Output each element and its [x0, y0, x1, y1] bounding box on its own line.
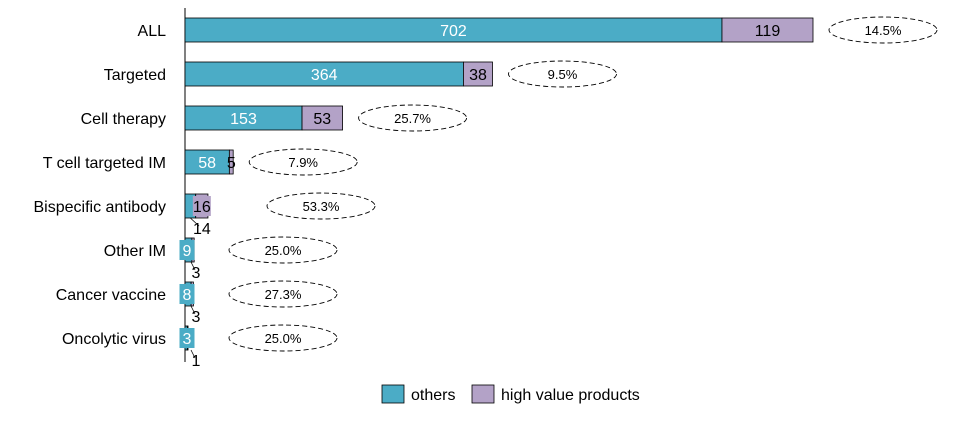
- category-label: Oncolytic virus: [62, 331, 166, 348]
- value-label-bg-others: [179, 284, 195, 304]
- percent-label: 27.3%: [265, 287, 302, 302]
- category-label: Other IM: [104, 243, 166, 260]
- percent-label: 25.0%: [265, 243, 302, 258]
- percent-ellipse: [228, 236, 338, 264]
- percent-ellipse: [228, 280, 338, 308]
- leader-line: [190, 305, 196, 315]
- category-label: Cell therapy: [81, 111, 166, 128]
- value-label-others: 14: [193, 221, 211, 238]
- value-label-bg-high-value: [192, 196, 211, 216]
- percent-ellipse: [828, 16, 938, 44]
- value-label-bg-others: [179, 328, 195, 348]
- value-label-high-value: 3: [192, 309, 201, 326]
- value-label-others: 3: [183, 331, 192, 348]
- value-label-bg-others: [179, 240, 195, 260]
- percent-ellipse: [508, 60, 617, 88]
- percent-label: 9.5%: [548, 67, 578, 82]
- bar-high-value: [721, 17, 814, 43]
- percent-label: 53.3%: [303, 199, 340, 214]
- value-label-others: 153: [230, 111, 257, 128]
- value-label-others: 58: [198, 155, 216, 172]
- category-label: ALL: [138, 23, 167, 40]
- category-label: T cell targeted IM: [43, 155, 166, 172]
- leader-line: [190, 217, 200, 227]
- value-label-others: 364: [311, 67, 338, 84]
- percent-ellipse: [248, 148, 358, 176]
- value-label-high-value: 3: [192, 265, 201, 282]
- value-label-others: 8: [183, 287, 192, 304]
- percent-ellipse: [228, 324, 338, 352]
- category-label: Bispecific antibody: [33, 199, 166, 216]
- leader-line: [190, 349, 196, 359]
- value-label-high-value: 16: [193, 199, 211, 216]
- legend-label-others: others: [411, 387, 455, 404]
- legend-swatch-others: [381, 384, 405, 404]
- value-label-high-value: 1: [192, 353, 201, 370]
- category-label: Cancer vaccine: [56, 287, 166, 304]
- percent-ellipse: [266, 192, 376, 220]
- bar-high-value: [463, 61, 493, 87]
- bar-high-value: [301, 105, 343, 131]
- percent-ellipse: [358, 104, 468, 132]
- percent-label: 7.9%: [288, 155, 318, 170]
- percent-label: 25.7%: [394, 111, 431, 126]
- value-label-others: 9: [183, 243, 192, 260]
- value-label-others: 702: [440, 23, 467, 40]
- bar-others: [184, 61, 464, 87]
- value-label-high-value: 5: [227, 155, 236, 172]
- legend-label-high-value: high value products: [501, 387, 640, 404]
- labels-layer: ALL 702 119 14.5%Targeted 364 38 9.5%Cell ther…: [33, 16, 938, 370]
- percent-label: 14.5%: [865, 23, 902, 38]
- percent-label: 25.0%: [265, 331, 302, 346]
- value-label-high-value: 119: [755, 23, 781, 40]
- leader-line: [190, 261, 196, 271]
- legend: others high value products: [381, 384, 640, 404]
- legend-swatch-high-value: [471, 384, 495, 404]
- value-label-high-value: 38: [469, 67, 487, 84]
- value-label-high-value: 53: [313, 111, 331, 128]
- bar-high-value: [228, 149, 234, 175]
- category-label: Targeted: [104, 67, 166, 84]
